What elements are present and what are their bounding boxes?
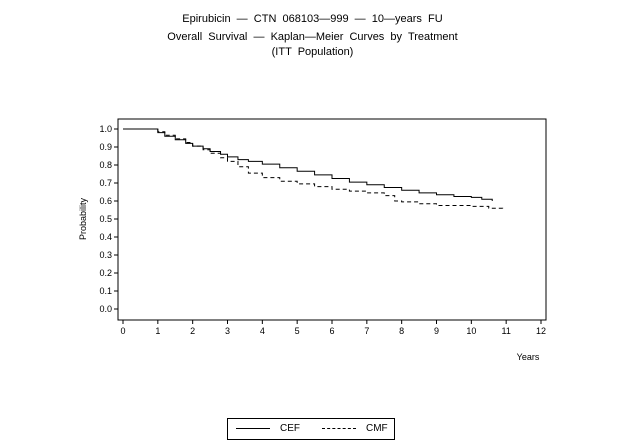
legend-cef-label: CEF [280, 423, 300, 434]
x-tick-label: 4 [260, 326, 265, 336]
x-axis-label: Years [517, 352, 540, 362]
legend-cmf-label: CMF [366, 423, 388, 434]
axes: 0.00.10.20.30.40.50.60.70.80.91.00 1 2 3 4 5 6… [99, 118, 547, 336]
y-tick-label: 0.9 [99, 142, 112, 152]
series-line-cmf [123, 128, 504, 210]
y-tick-label: 0.5 [99, 214, 112, 224]
y-tick-label: 0.6 [99, 196, 112, 206]
y-tick-label: 0.4 [99, 232, 112, 242]
series-line-cef [123, 128, 493, 201]
y-tick-label: 0.8 [99, 160, 112, 170]
x-tick-label: 1 [155, 326, 160, 336]
legend: CEF CMF [227, 418, 395, 440]
y-tick-label: 0.1 [99, 286, 112, 296]
legend-cef-swatch [236, 428, 270, 429]
y-tick-label: 0.0 [99, 304, 112, 314]
x-tick-label: 7 [364, 326, 369, 336]
y-tick-label: 0.7 [99, 178, 112, 188]
plot-frame [117, 118, 547, 321]
legend-cmf-swatch [322, 428, 356, 429]
y-axis-label: Probability [78, 197, 88, 240]
x-tick-label: 8 [399, 326, 404, 336]
y-tick-label: 0.3 [99, 250, 112, 260]
chart-title-line-2: Overall Survival — Kaplan—Meier Curves b… [167, 31, 458, 43]
x-tick-label: 5 [295, 326, 300, 336]
y-tick-label: 1.0 [99, 124, 112, 134]
chart-title-line-3: (ITT Population) [271, 46, 354, 58]
x-tick-label: 3 [225, 326, 230, 336]
x-tick-label: 9 [434, 326, 439, 336]
x-tick-label: 12 [536, 326, 546, 336]
x-tick-label: 11 [501, 326, 510, 336]
km-chart: 0.00.10.20.30.40.50.60.70.80.91.00 1 2 3 4 5 6… [78, 118, 547, 362]
x-tick-label: 0 [120, 326, 125, 336]
x-tick-label: 10 [466, 326, 476, 336]
x-tick-label: 2 [190, 326, 195, 336]
series-layer [123, 128, 504, 210]
y-tick-label: 0.2 [99, 268, 112, 278]
chart-title-line-1: Epirubicin — CTN 068103—999 — 10—years F… [182, 13, 443, 25]
x-tick-label: 6 [329, 326, 334, 336]
